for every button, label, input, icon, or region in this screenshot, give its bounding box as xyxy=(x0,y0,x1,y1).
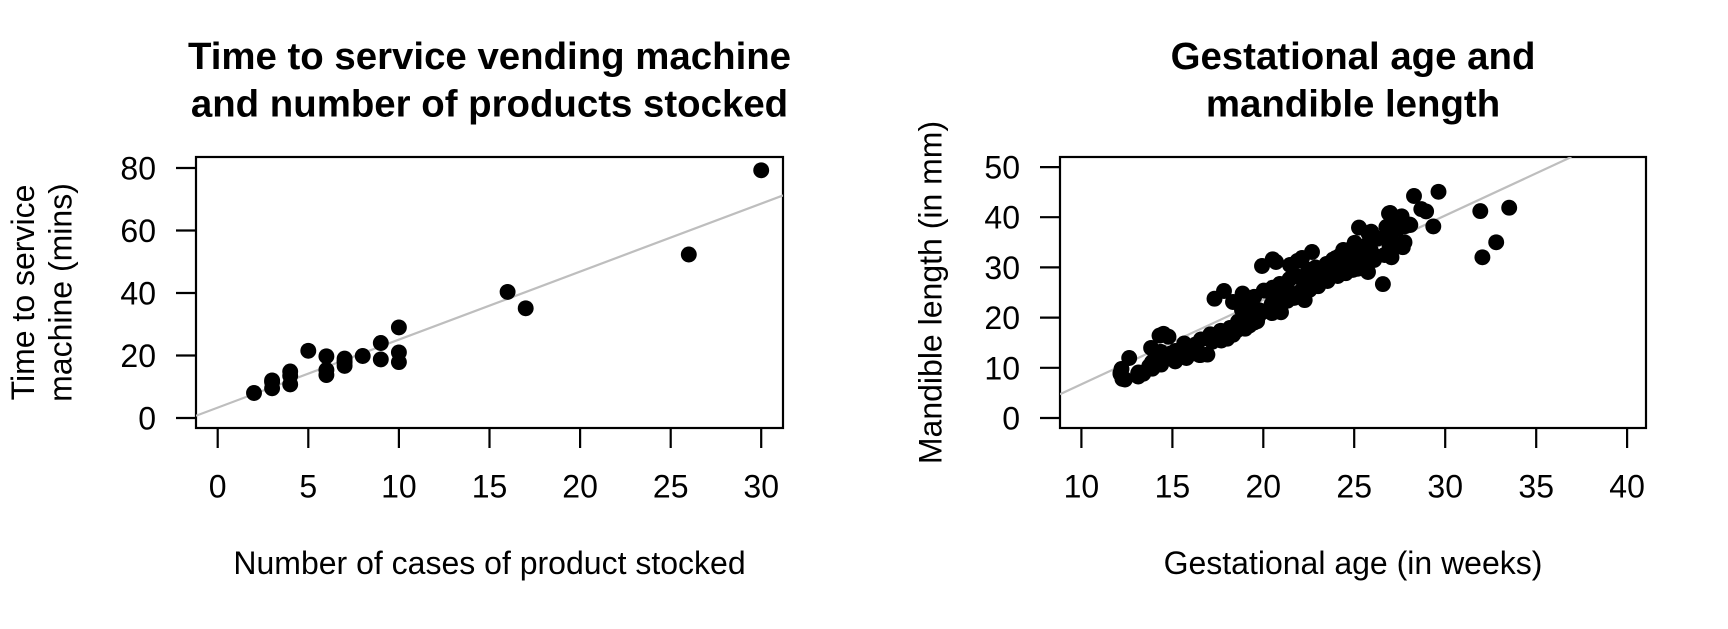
svg-text:80: 80 xyxy=(120,151,156,187)
svg-text:10: 10 xyxy=(984,350,1020,386)
svg-text:20: 20 xyxy=(984,300,1020,336)
svg-text:20: 20 xyxy=(562,468,598,504)
svg-text:Gestational age (in weeks): Gestational age (in weeks) xyxy=(1164,545,1543,581)
svg-text:0: 0 xyxy=(209,468,227,504)
svg-text:5: 5 xyxy=(299,468,317,504)
svg-text:25: 25 xyxy=(1336,468,1372,504)
svg-text:40: 40 xyxy=(1609,468,1645,504)
svg-text:Number of cases of product sto: Number of cases of product stocked xyxy=(233,545,745,581)
svg-text:40: 40 xyxy=(120,276,156,312)
svg-text:0: 0 xyxy=(138,401,156,437)
svg-text:40: 40 xyxy=(984,200,1020,236)
svg-text:20: 20 xyxy=(120,338,156,374)
svg-text:20: 20 xyxy=(1246,468,1282,504)
svg-text:15: 15 xyxy=(472,468,508,504)
svg-text:10: 10 xyxy=(1064,468,1100,504)
svg-text:and number of products stocked: and number of products stocked xyxy=(191,82,788,125)
svg-text:0: 0 xyxy=(1002,401,1020,437)
svg-text:30: 30 xyxy=(984,250,1020,286)
svg-text:Time to service: Time to service xyxy=(5,185,41,401)
svg-text:Gestational age and: Gestational age and xyxy=(1171,35,1536,78)
svg-text:machine (mins): machine (mins) xyxy=(43,183,79,402)
svg-text:25: 25 xyxy=(653,468,689,504)
svg-text:10: 10 xyxy=(381,468,417,504)
svg-text:Mandible length (in mm): Mandible length (in mm) xyxy=(913,121,949,464)
svg-text:mandible length: mandible length xyxy=(1206,82,1500,125)
svg-text:15: 15 xyxy=(1155,468,1191,504)
svg-text:35: 35 xyxy=(1518,468,1554,504)
svg-text:60: 60 xyxy=(120,213,156,249)
svg-text:30: 30 xyxy=(743,468,779,504)
svg-text:Time to service vending machin: Time to service vending machine xyxy=(188,35,791,78)
svg-text:30: 30 xyxy=(1427,468,1463,504)
svg-text:50: 50 xyxy=(984,150,1020,186)
